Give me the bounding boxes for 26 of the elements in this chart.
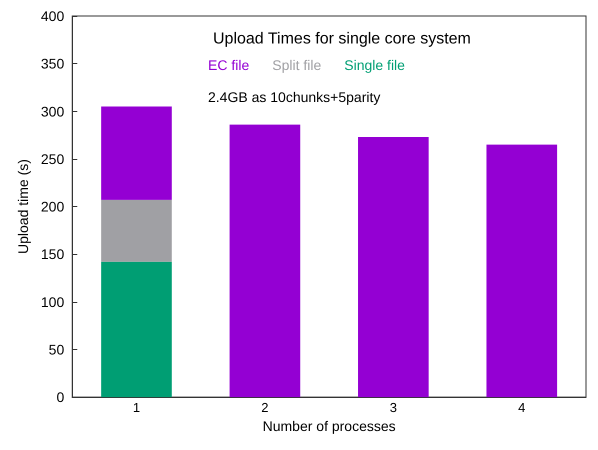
x-tick-label: 4 [518, 400, 526, 416]
text: Split file [272, 57, 322, 73]
bar [101, 106, 172, 200]
y-axis-title: Upload time (s) [15, 159, 31, 254]
y-tick-label: 200 [40, 198, 64, 215]
x-tick-label: 2 [261, 400, 269, 416]
x-tick-label: 3 [390, 400, 397, 416]
x-axis-title: Number of processes [262, 418, 396, 434]
y-tick-label: 300 [40, 103, 64, 120]
text: Single file [344, 57, 406, 73]
y-tick-label: 100 [40, 294, 64, 310]
y-tick-label: 50 [48, 341, 64, 358]
text: EC file [208, 57, 250, 73]
y-tick-label: 350 [40, 56, 64, 72]
bar [101, 200, 172, 262]
bar [230, 124, 300, 398]
y-tick-label: 150 [40, 246, 64, 262]
bar [101, 262, 172, 398]
y-tick-label: 250 [40, 150, 64, 167]
text: Upload Times for single core system [213, 30, 471, 48]
annotation: 2.4GB as 10chunks+5parity [208, 89, 380, 105]
x-tick-label: 1 [132, 400, 140, 416]
y-tick-label: 400 [40, 8, 64, 24]
bar [486, 144, 558, 398]
bar [358, 137, 429, 398]
y-tick-label: 0 [56, 389, 64, 406]
